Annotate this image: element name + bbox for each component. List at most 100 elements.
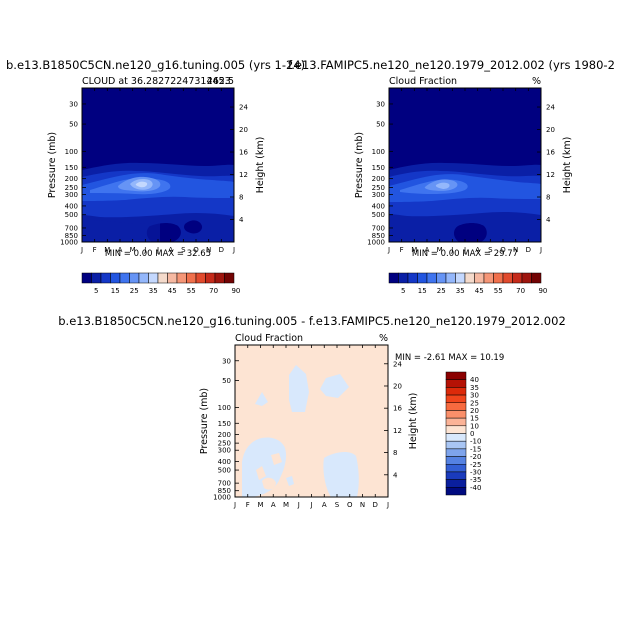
colorbar-label: 90 bbox=[538, 287, 547, 295]
panel-3-contours bbox=[235, 345, 388, 497]
y-right-tick-label: 20 bbox=[546, 126, 555, 134]
x-tick-label: J bbox=[232, 246, 235, 254]
y-tick-label: 30 bbox=[69, 100, 78, 108]
x-tick-label: J bbox=[309, 501, 312, 509]
x-tick-label: M bbox=[130, 246, 136, 254]
y-tick-label: 400 bbox=[372, 202, 385, 210]
y-tick-label: 200 bbox=[218, 431, 231, 439]
colorbar-swatch bbox=[436, 272, 447, 284]
x-tick-label: J bbox=[539, 246, 542, 254]
colorbar-swatch bbox=[407, 272, 418, 284]
panel-2: Cloud Fraction % Pressure (mb) Height (k… bbox=[354, 76, 573, 295]
colorbar-label: 5 bbox=[401, 287, 405, 295]
y-tick-label: 1000 bbox=[213, 494, 231, 502]
colorbar-label: -15 bbox=[470, 445, 481, 453]
colorbar-swatch bbox=[531, 272, 542, 284]
x-tick-label: F bbox=[400, 246, 404, 254]
panel-2-subtitle-left: Cloud Fraction bbox=[389, 76, 457, 87]
colorbar-label: 90 bbox=[231, 287, 240, 295]
y-tick-label: 150 bbox=[65, 164, 78, 172]
panel-1-contours bbox=[82, 88, 234, 242]
colorbar-swatch bbox=[445, 464, 467, 473]
y-right-tick-label: 24 bbox=[239, 104, 248, 112]
colorbar-label: 35 bbox=[470, 384, 479, 392]
x-tick-label: J bbox=[80, 246, 83, 254]
colorbar-swatch bbox=[445, 371, 467, 380]
y-tick-label: 400 bbox=[65, 202, 78, 210]
y-tick-label: 1000 bbox=[60, 239, 78, 247]
colorbar-label: 45 bbox=[475, 287, 484, 295]
y-right-tick-label: 4 bbox=[239, 216, 244, 224]
panel-1-stats: MIN = 0.00 MAX = 32.65 bbox=[105, 249, 211, 259]
panel-left-title: b.e13.B1850C5CN.ne120_g16.tuning.005 (yr… bbox=[6, 58, 305, 72]
panel-3: Cloud Fraction % Pressure (mb) Height (k… bbox=[199, 333, 504, 509]
y-tick-label: 100 bbox=[218, 404, 231, 412]
y-tick-label: 850 bbox=[372, 232, 385, 240]
y-tick-label: 150 bbox=[372, 164, 385, 172]
colorbar-label: 30 bbox=[470, 392, 479, 400]
panel-1-ylabel: Pressure (mb) bbox=[47, 132, 58, 198]
x-tick-label: M bbox=[257, 501, 263, 509]
y-tick-label: 250 bbox=[218, 440, 231, 448]
y-tick-label: 50 bbox=[376, 121, 385, 129]
colorbar-label: -20 bbox=[470, 453, 481, 461]
y-tick-label: 850 bbox=[65, 232, 78, 240]
colorbar-label: 25 bbox=[130, 287, 139, 295]
panel-2-subtitle-right: % bbox=[532, 76, 541, 87]
y-tick-label: 1000 bbox=[367, 239, 385, 247]
colorbar-swatch bbox=[493, 272, 504, 284]
y-right-tick-label: 12 bbox=[546, 171, 555, 179]
colorbar-swatch bbox=[483, 272, 494, 284]
colorbar-swatch bbox=[474, 272, 485, 284]
colorbar-swatch bbox=[521, 272, 532, 284]
colorbar-swatch bbox=[157, 272, 168, 284]
x-tick-label: J bbox=[233, 501, 236, 509]
y-right-tick-label: 8 bbox=[239, 194, 243, 202]
y-tick-label: 100 bbox=[372, 148, 385, 156]
x-tick-label: J bbox=[463, 246, 466, 254]
x-tick-label: S bbox=[181, 246, 186, 254]
colorbar-swatch bbox=[445, 394, 467, 403]
x-tick-label: N bbox=[360, 501, 365, 509]
panel-2-ylabel: Pressure (mb) bbox=[354, 132, 365, 198]
x-tick-label: F bbox=[246, 501, 250, 509]
y-tick-label: 150 bbox=[218, 420, 231, 428]
colorbar-label: 35 bbox=[149, 287, 158, 295]
x-tick-label: D bbox=[373, 501, 378, 509]
colorbar-swatch bbox=[167, 272, 178, 284]
colorbar-swatch bbox=[445, 448, 467, 457]
y-tick-label: 50 bbox=[222, 377, 231, 385]
x-tick-label: J bbox=[450, 246, 453, 254]
y-tick-label: 700 bbox=[65, 224, 78, 232]
y-right-tick-label: 8 bbox=[393, 449, 397, 457]
y-tick-label: 500 bbox=[218, 467, 231, 475]
colorbar-swatch bbox=[81, 272, 92, 284]
y-tick-label: 200 bbox=[65, 175, 78, 183]
y-right-tick-label: 12 bbox=[393, 427, 402, 435]
colorbar-swatch bbox=[148, 272, 159, 284]
y-tick-label: 200 bbox=[372, 175, 385, 183]
colorbar-swatch bbox=[398, 272, 409, 284]
colorbar-swatch bbox=[445, 456, 467, 465]
x-tick-label: M bbox=[283, 501, 289, 509]
x-tick-label: N bbox=[206, 246, 211, 254]
colorbar-label: -35 bbox=[470, 476, 481, 484]
colorbar-label: -10 bbox=[470, 438, 481, 446]
x-tick-label: O bbox=[193, 246, 199, 254]
x-tick-label: O bbox=[500, 246, 506, 254]
y-right-tick-label: 4 bbox=[546, 216, 551, 224]
y-tick-label: 250 bbox=[372, 184, 385, 192]
x-tick-label: D bbox=[526, 246, 531, 254]
x-tick-label: O bbox=[347, 501, 353, 509]
y-right-tick-label: 16 bbox=[546, 149, 555, 157]
colorbar-swatch bbox=[445, 479, 467, 488]
colorbar-label: 15 bbox=[111, 287, 120, 295]
y-right-tick-label: 16 bbox=[239, 149, 248, 157]
colorbar-swatch bbox=[224, 272, 235, 284]
diff-title: b.e13.B1850C5CN.ne120_g16.tuning.005 - f… bbox=[58, 314, 566, 328]
y-right-tick-label: 8 bbox=[546, 194, 550, 202]
colorbar-swatch bbox=[110, 272, 121, 284]
colorbar-label: 20 bbox=[470, 407, 479, 415]
colorbar-swatch bbox=[445, 402, 467, 411]
